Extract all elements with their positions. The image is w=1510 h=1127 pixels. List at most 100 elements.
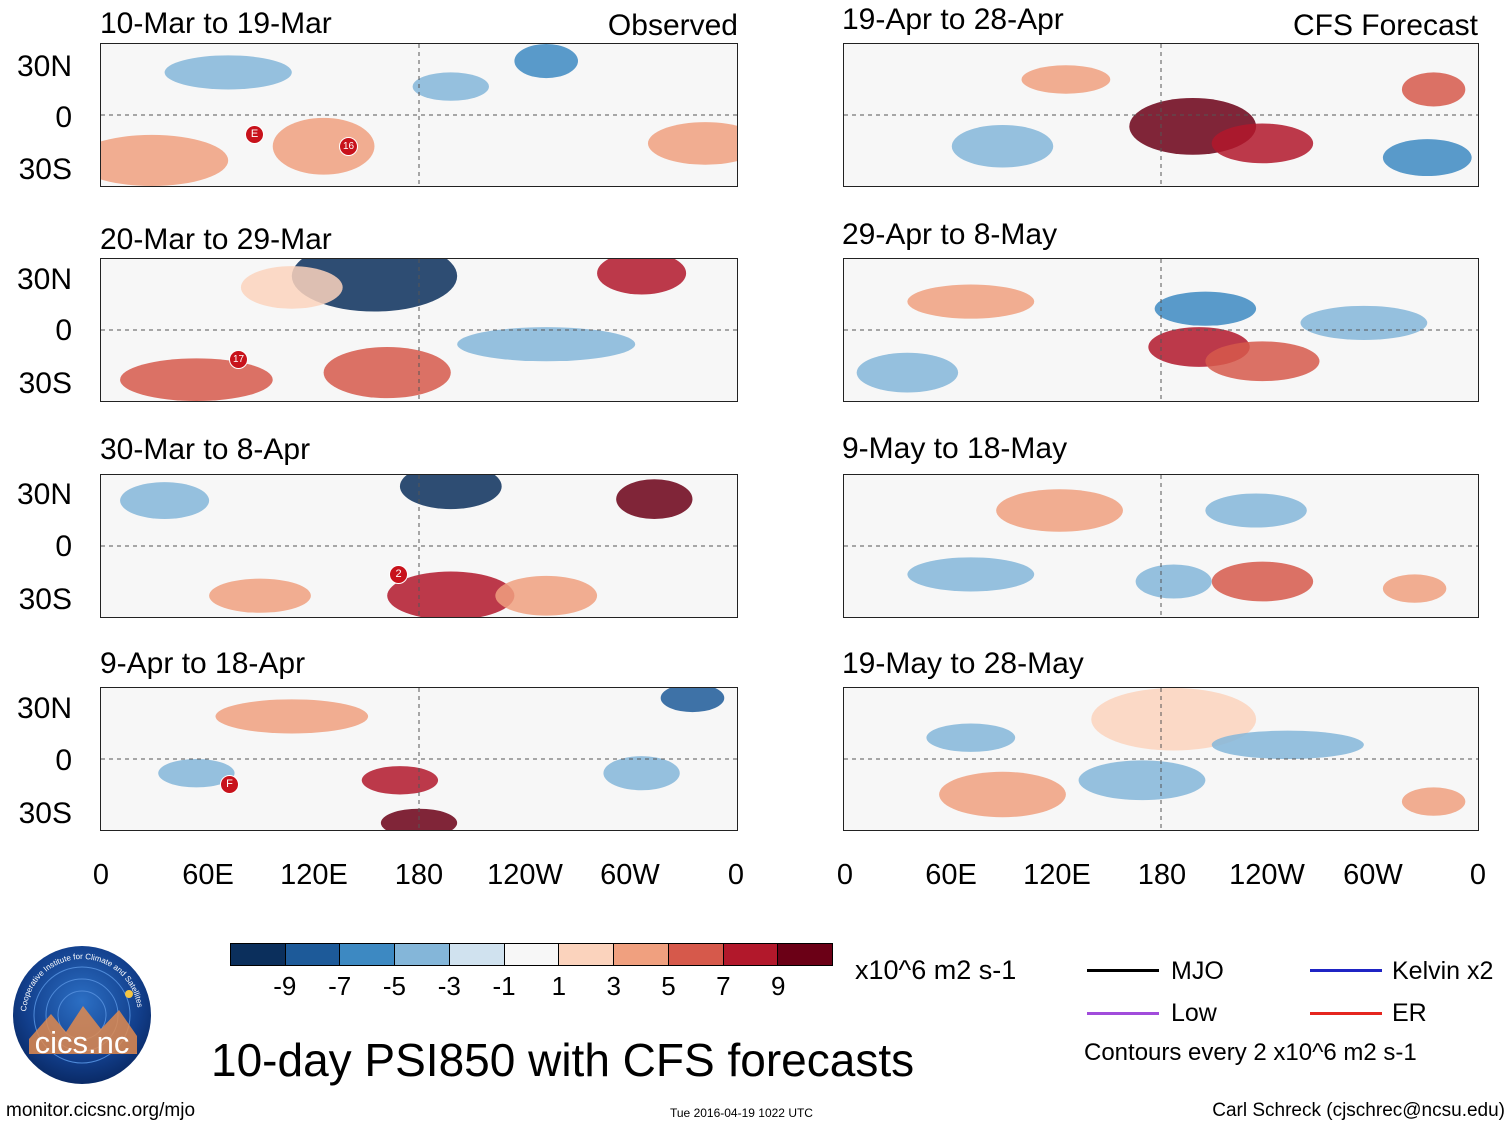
- anomaly-shade: [361, 766, 439, 795]
- lat-label: 30S: [18, 367, 72, 400]
- cfs-forecast-label: CFS Forecast: [1292, 9, 1478, 42]
- panel-title: 19-May to 28-May: [842, 647, 1084, 680]
- lon-label: 180: [1137, 859, 1187, 891]
- anomaly-shade: [323, 347, 451, 399]
- colorbar-swatch: [722, 944, 778, 965]
- anomaly-shade: [939, 771, 1066, 818]
- footer-url[interactable]: monitor.cicsnc.org/mjo: [6, 1100, 196, 1121]
- anomaly-shade: [495, 575, 598, 616]
- panel-title: 10-Mar to 19-Mar: [100, 7, 332, 40]
- map-panel-forecast-3: [843, 474, 1479, 618]
- anomaly-shade: [647, 122, 737, 165]
- anomaly-shade: [1211, 561, 1314, 602]
- map-panel-observed-1: [100, 43, 738, 187]
- colorbar-swatch: [667, 944, 723, 965]
- anomaly-shade: [514, 44, 578, 79]
- anomaly-shade: [907, 557, 1035, 592]
- colorbar-units: x10^6 m2 s-1: [855, 955, 1017, 985]
- lon-label: 120W: [487, 859, 563, 891]
- colorbar-label: 1: [551, 971, 567, 1001]
- legend-line-er: [1310, 1012, 1382, 1015]
- colorbar-swatch: [613, 944, 668, 965]
- anomaly-shade: [926, 723, 1016, 752]
- colorbar-label: -7: [328, 971, 352, 1001]
- panel-title: 20-Mar to 29-Mar: [100, 223, 332, 256]
- panel-title: 19-Apr to 28-Apr: [842, 3, 1064, 36]
- colorbar-swatch: [284, 944, 340, 965]
- anomaly-shade: [164, 55, 292, 90]
- anomaly-shade: [1211, 730, 1364, 759]
- storm-marker: 17: [229, 350, 248, 369]
- legend-line-kelvin: [1310, 969, 1382, 972]
- lat-label: 30N: [16, 263, 72, 296]
- anomaly-shade: [597, 259, 687, 295]
- anomaly-shade: [272, 117, 375, 175]
- lon-label: 60W: [600, 859, 660, 891]
- map-panel-forecast-2: [843, 258, 1479, 402]
- colorbar-label: 7: [716, 971, 731, 1001]
- observed-label: Observed: [607, 9, 738, 42]
- anomaly-shade: [120, 482, 210, 520]
- colorbar-swatch: [448, 944, 504, 965]
- lat-label: 30S: [18, 153, 72, 186]
- colorbar-label: -5: [382, 971, 407, 1001]
- anomaly-map: [844, 688, 1478, 830]
- lon-label: 180: [394, 859, 444, 891]
- anomaly-shade: [1382, 139, 1472, 177]
- anomaly-shade: [1205, 341, 1320, 382]
- anomaly-shade: [951, 124, 1054, 168]
- colorbar-label: 3: [606, 971, 621, 1001]
- legend-label: MJO: [1171, 957, 1224, 985]
- colorbar-label: 9: [770, 971, 786, 1001]
- anomaly-shade: [457, 327, 636, 362]
- anomaly-shade: [1211, 123, 1314, 164]
- anomaly-shade: [1205, 493, 1307, 528]
- storm-marker: E: [245, 125, 264, 144]
- main-title: 10-day PSI850 with CFS forecasts: [211, 1034, 915, 1086]
- lat-label: 30S: [18, 583, 72, 616]
- anomaly-shade: [120, 358, 273, 401]
- map-panel-forecast-1: [843, 43, 1479, 187]
- lat-label: 30N: [16, 50, 72, 83]
- colorbar-label: -1: [492, 971, 516, 1001]
- anomaly-shade: [1401, 72, 1466, 107]
- panel-title: 9-May to 18-May: [842, 432, 1068, 465]
- lon-label: 0: [836, 859, 854, 891]
- lon-label: 0: [1469, 859, 1487, 891]
- panel-title: 30-Mar to 8-Apr: [100, 433, 311, 466]
- lat-label: 30N: [16, 478, 72, 511]
- anomaly-shade: [660, 688, 725, 713]
- anomaly-map: [844, 44, 1478, 186]
- lon-label: 120W: [1229, 859, 1305, 891]
- storm-marker: 2: [389, 565, 408, 584]
- colorbar-swatch: [503, 944, 559, 965]
- legend-label: Low: [1171, 999, 1217, 1027]
- colorbar-swatch: [231, 944, 285, 965]
- anomaly-map: [101, 44, 737, 186]
- anomaly-map: [844, 475, 1478, 617]
- legend-line-low: [1087, 1012, 1159, 1015]
- lon-label: 60E: [925, 859, 977, 891]
- lon-label: 120E: [280, 859, 348, 891]
- legend-label: ER: [1392, 999, 1427, 1027]
- panel-title: 9-Apr to 18-Apr: [100, 647, 306, 680]
- anomaly-map: [844, 259, 1478, 401]
- anomaly-shade: [1135, 564, 1212, 599]
- anomaly-shade: [399, 475, 502, 510]
- map-panel-forecast-4: [843, 687, 1479, 831]
- anomaly-shade: [412, 72, 489, 101]
- globe-icon: Cooperative Institute for Climate and Sa…: [13, 946, 151, 1084]
- lat-label: 30S: [18, 797, 72, 830]
- anomaly-shade: [209, 578, 311, 613]
- colorbar-swatch: [339, 944, 395, 965]
- lat-label: 0: [55, 101, 72, 134]
- lat-label: 30N: [16, 692, 72, 725]
- colorbar-label: -9: [273, 971, 297, 1001]
- lat-label: 0: [55, 314, 72, 347]
- anomaly-shade: [616, 479, 693, 520]
- legend-label: Kelvin x2: [1392, 957, 1494, 985]
- anomaly-shade: [1154, 291, 1257, 326]
- anomaly-shade: [907, 284, 1035, 319]
- logo-text: cics.nc: [34, 1025, 130, 1060]
- anomaly-shade: [158, 759, 235, 788]
